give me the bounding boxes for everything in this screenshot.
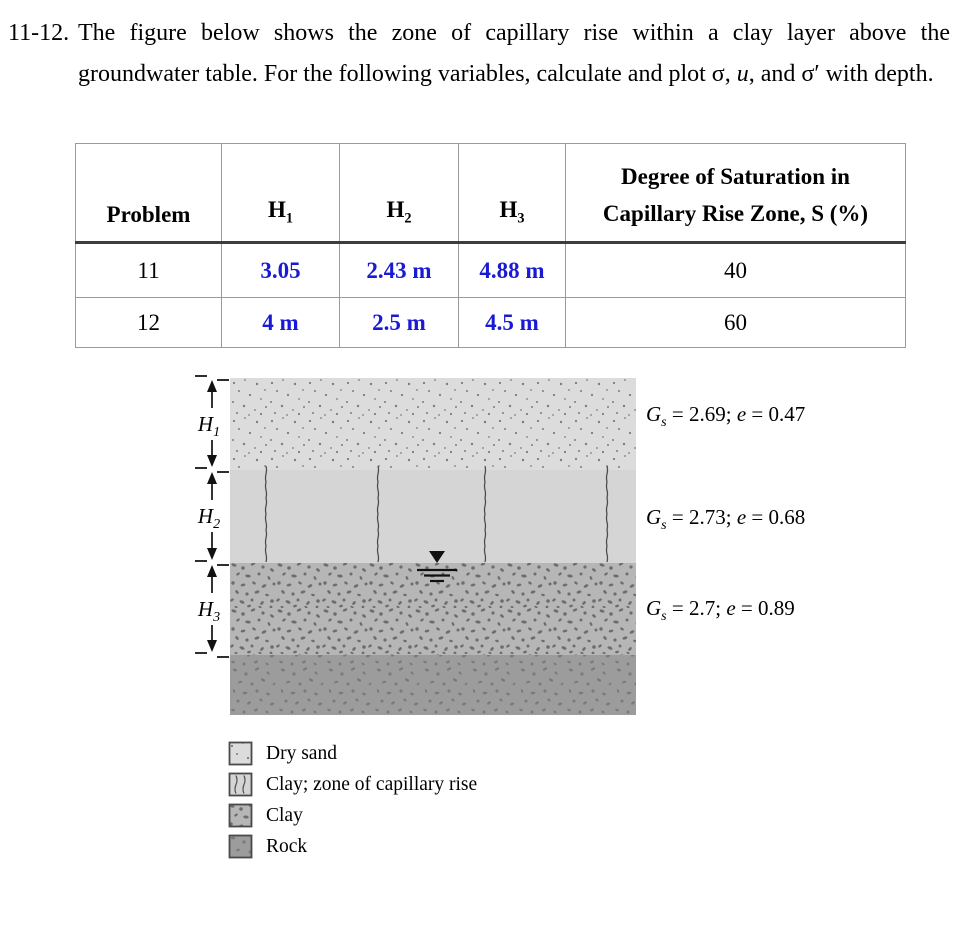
legend-swatch-clay-capillary-icon [228, 772, 253, 797]
u-symbol: u [736, 61, 749, 87]
tick-mark [195, 375, 229, 381]
col-header-h3: H3 [458, 143, 566, 244]
legend-item: Clay; zone of capillary rise [228, 772, 477, 797]
layer-clay [230, 563, 636, 655]
legend-swatch-dry-sand-icon [228, 741, 253, 766]
tick-mark [195, 467, 229, 473]
cell-h2: 2.43 m [339, 242, 459, 298]
legend-label: Dry sand [266, 742, 337, 764]
legend: Dry sand Clay; zone of capillary rise Cl… [228, 741, 477, 865]
arrow-up-icon [207, 565, 217, 577]
col-header-problem: Problem [75, 143, 222, 244]
problem-text-lead: The figure below shows the zone of capil… [78, 20, 950, 87]
cell-h2: 2.5 m [339, 297, 459, 348]
gs-annotation-capillary: Gs = 2.73; e = 0.68 [646, 505, 806, 534]
table-row: 11 3.05 2.43 m 4.88 m 40 [75, 242, 906, 298]
problem-statement: 11-12. The figure below shows the zone of… [8, 13, 950, 95]
dimension-arrows: H1 H2 H3 [195, 375, 229, 658]
gs-annotation-sand: Gs = 2.69; e = 0.47 [646, 402, 806, 431]
col-header-h1: H1 [221, 143, 340, 244]
arrow-up-icon [207, 472, 217, 484]
cell-problem: 11 [75, 242, 222, 298]
layer-dry-sand [230, 378, 636, 470]
cell-h3: 4.88 m [458, 242, 566, 298]
legend-swatch-rock-icon [228, 834, 253, 859]
arrow-down-icon [207, 640, 217, 652]
legend-item: Clay [228, 803, 477, 828]
dim-label-h1: H1 [197, 412, 220, 440]
cell-h1: 4 m [221, 297, 340, 348]
arrow-down-icon [207, 548, 217, 560]
problem-text-tail: , and σ′ with depth. [748, 61, 934, 87]
legend-item: Dry sand [228, 741, 477, 766]
legend-label: Rock [266, 835, 308, 857]
table-row: 12 4 m 2.5 m 4.5 m 60 [75, 297, 906, 348]
layer-clay-capillary [230, 470, 636, 563]
cell-saturation: 60 [565, 297, 906, 348]
tick-mark [195, 652, 229, 658]
table-header-row: Problem H1 H2 H3 Degree of Saturation in… [75, 143, 906, 244]
problem-number: 11-12. [8, 20, 70, 46]
col-header-h2: H2 [339, 143, 459, 244]
arrow-up-icon [207, 380, 217, 392]
tick-mark [195, 560, 229, 566]
legend-label: Clay [266, 804, 303, 826]
cell-h3: 4.5 m [458, 297, 566, 348]
dim-label-h2: H2 [197, 504, 220, 532]
water-table-icon [417, 551, 457, 583]
problems-table: Problem H1 H2 H3 Degree of Saturation in… [75, 143, 906, 348]
cell-problem: 12 [75, 297, 222, 348]
soil-diagram [230, 378, 636, 715]
dim-label-h3: H3 [197, 597, 220, 625]
arrowheads [207, 380, 217, 652]
col-header-saturation: Degree of Saturation in Capillary Rise Z… [565, 143, 906, 244]
arrow-down-icon [207, 455, 217, 467]
legend-item: Rock [228, 834, 477, 859]
cell-h1: 3.05 [221, 242, 340, 298]
gs-annotation-clay: Gs = 2.7; e = 0.89 [646, 596, 795, 625]
legend-label: Clay; zone of capillary rise [266, 773, 478, 795]
layer-rock [230, 655, 636, 715]
legend-swatch-clay-icon [228, 803, 253, 828]
cell-saturation: 40 [565, 242, 906, 298]
